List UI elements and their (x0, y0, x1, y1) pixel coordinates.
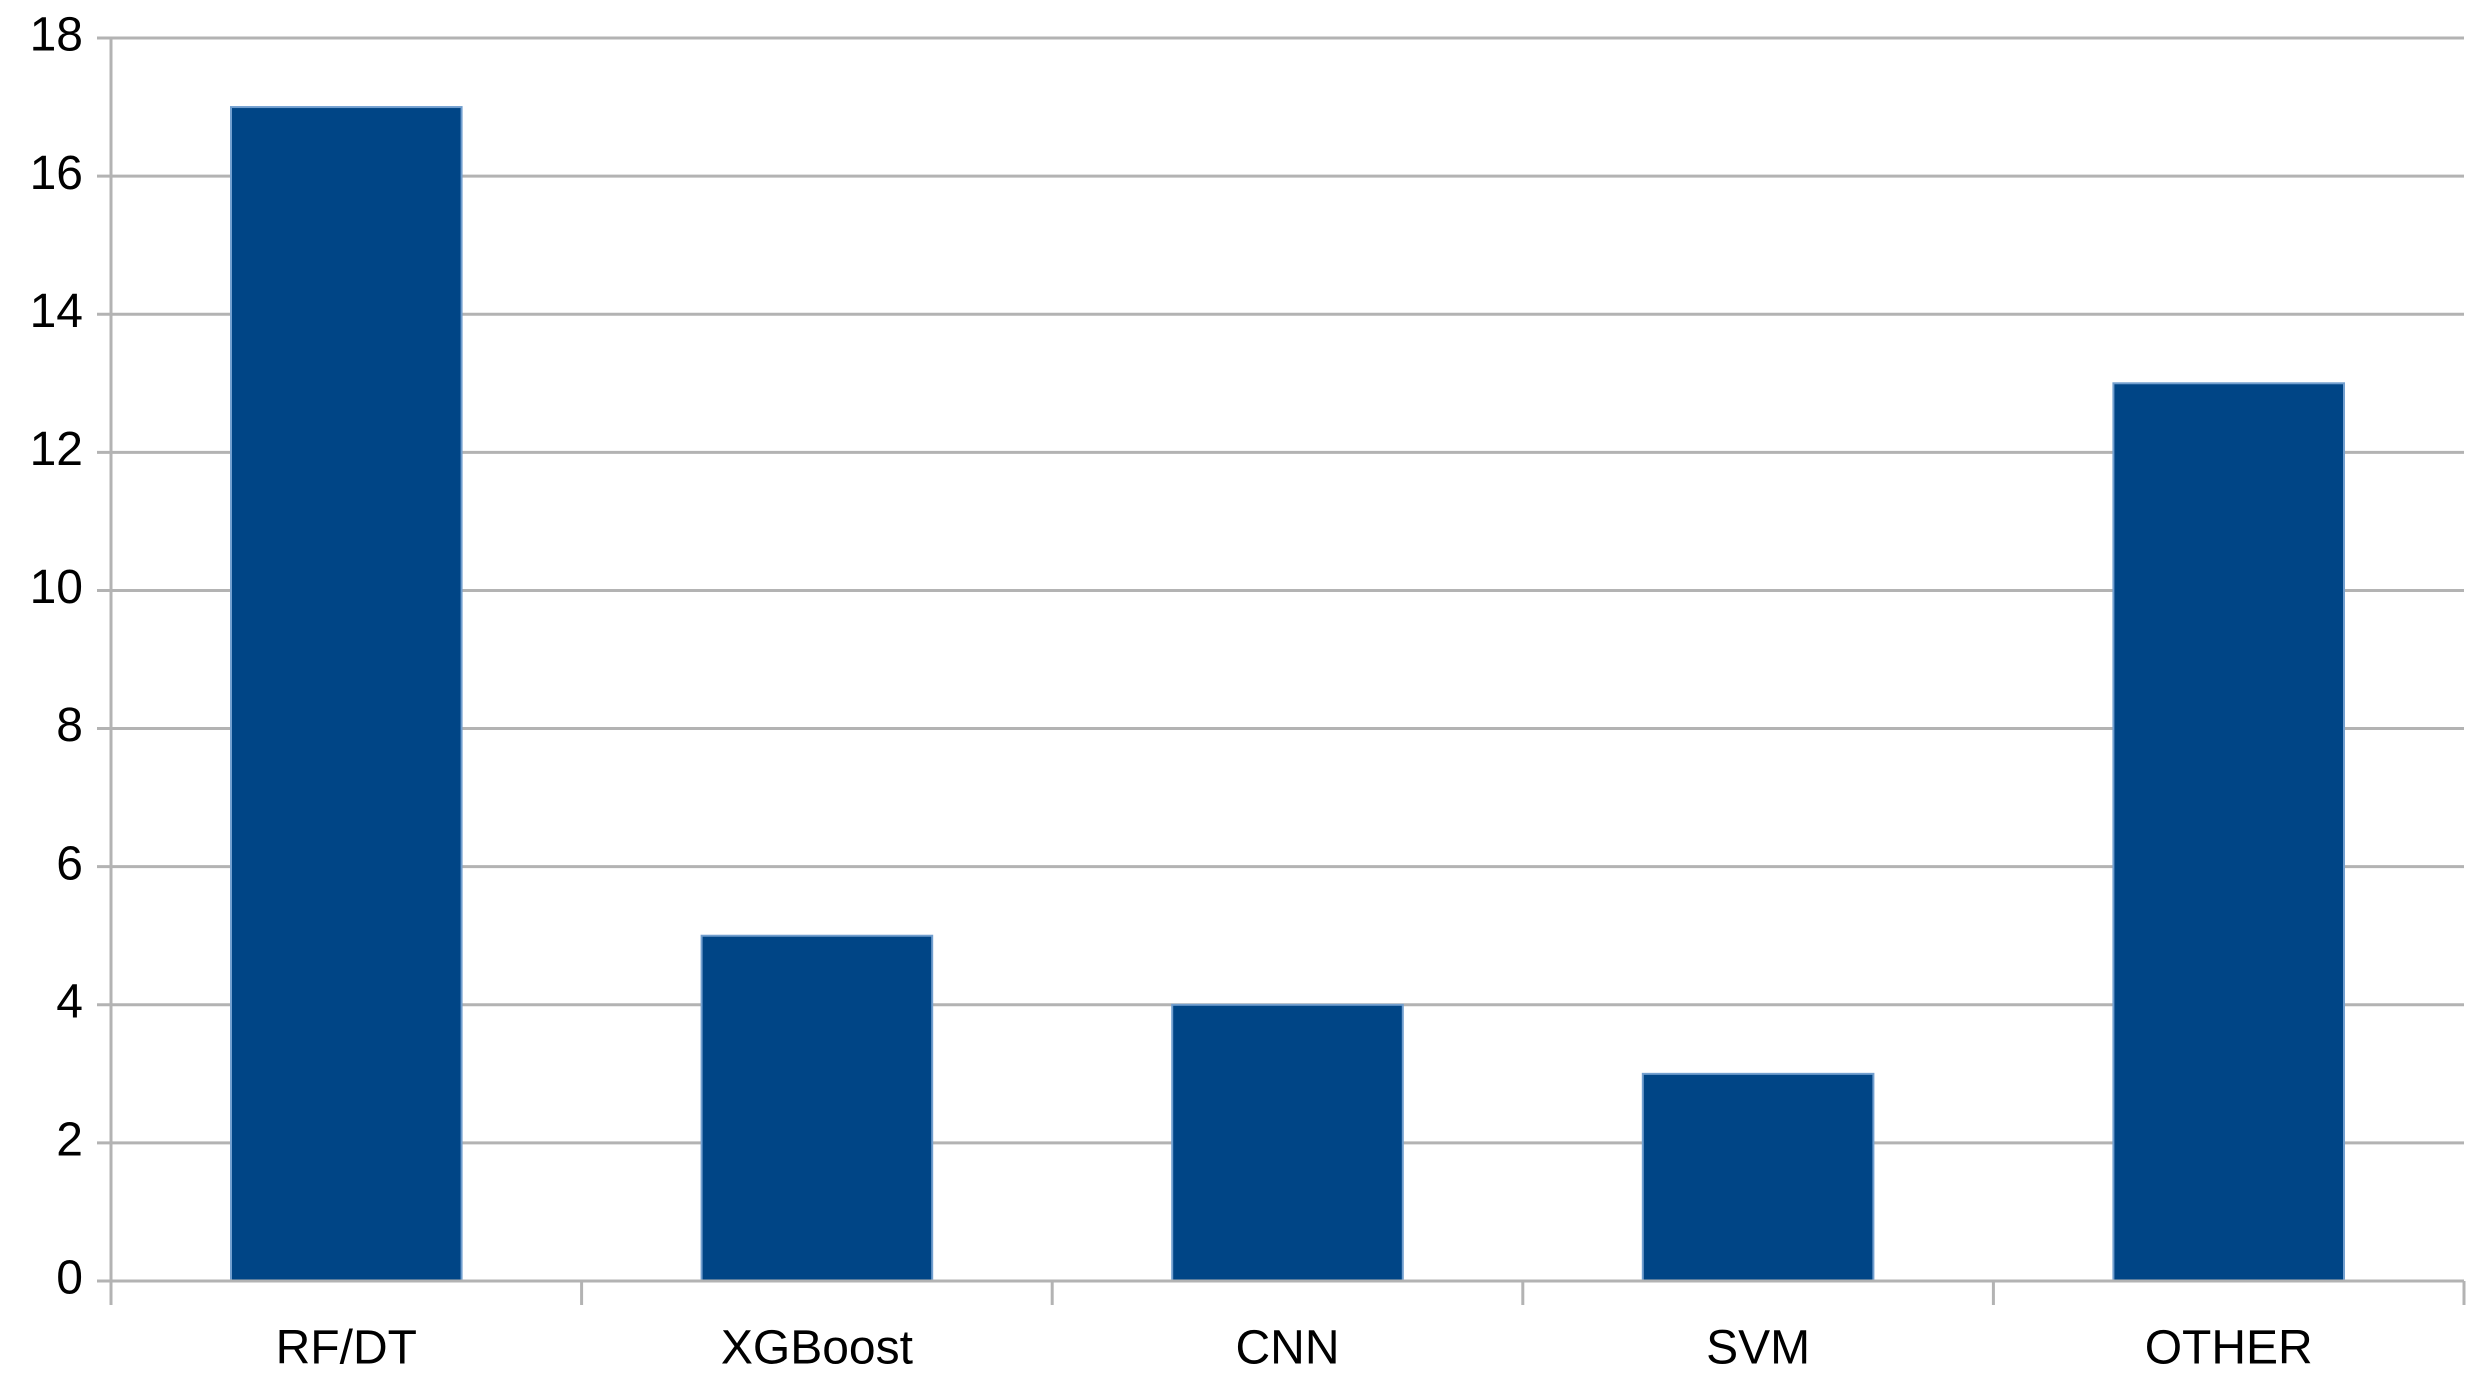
x-tick-label: RF/DT (276, 1322, 417, 1375)
y-tick-label: 6 (56, 837, 83, 890)
x-tick-label: XGBoost (721, 1322, 913, 1375)
y-tick-label: 16 (30, 147, 83, 200)
bar (1641, 1072, 1875, 1283)
x-tick-label: OTHER (2145, 1322, 2313, 1375)
y-tick-label: 4 (56, 975, 83, 1028)
y-tick-label: 2 (56, 1114, 83, 1167)
y-tick-label: 14 (30, 285, 83, 338)
x-tick-label: SVM (1706, 1322, 1810, 1375)
bar (230, 106, 463, 1283)
bar (2112, 382, 2345, 1282)
y-tick-label: 12 (30, 423, 83, 476)
y-tick-label: 10 (30, 561, 83, 614)
y-tick-label: 18 (30, 9, 83, 62)
bar (700, 934, 934, 1282)
x-tick-label: CNN (1236, 1322, 1340, 1375)
y-tick-label: 0 (56, 1252, 83, 1305)
y-tick-label: 8 (56, 699, 83, 752)
bar (1171, 1003, 1404, 1282)
